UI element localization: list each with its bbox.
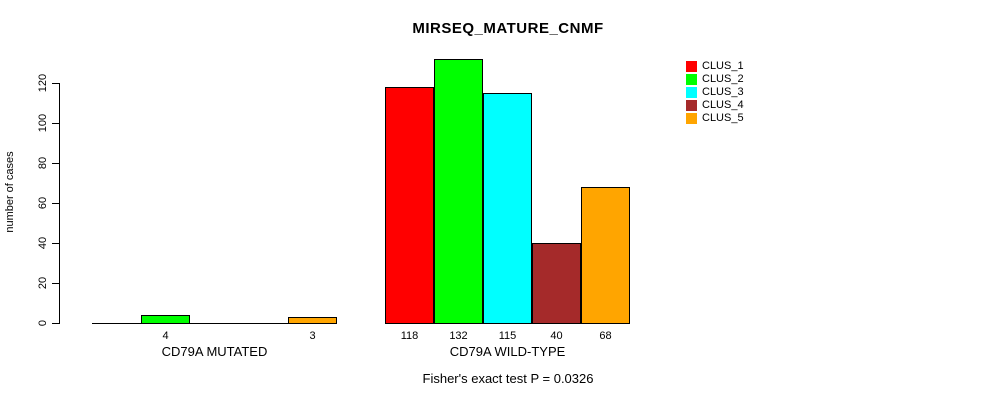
y-axis-tick [52,123,59,124]
y-axis-tick-label: 20 [37,276,49,290]
legend-label-clus_5: CLUS_5 [702,112,744,124]
y-axis-tick-label: 120 [37,73,49,93]
bar-value-label: 3 [309,330,316,342]
legend-swatch-clus_1 [686,61,697,72]
y-axis-tick-label: 80 [37,156,49,170]
y-axis-tick-label: 60 [37,196,49,210]
y-axis-tick [52,283,59,284]
bar-clus_5-group1 [288,317,337,324]
bar-value-label: 115 [498,330,517,342]
legend-entry-clus_5: CLUS_5 [686,112,744,125]
bar-clus_5-group2 [581,187,630,324]
legend-label-clus_1: CLUS_1 [702,60,744,72]
category-label-group1: CD79A MUTATED [161,344,268,359]
bar-clus_3-group2 [483,93,532,324]
bar-value-label: 132 [449,330,468,342]
legend-swatch-clus_5 [686,113,697,124]
category-label-group2: CD79A WILD-TYPE [449,344,566,359]
y-axis-tick [52,243,59,244]
legend-label-clus_3: CLUS_3 [702,86,744,98]
legend-entry-clus_1: CLUS_1 [686,60,744,73]
legend-label-clus_4: CLUS_4 [702,99,744,111]
bar-clus_2-group2 [434,59,483,324]
y-axis-tick-label: 40 [37,236,49,250]
bar-value-label: 68 [599,330,612,342]
y-axis-tick [52,203,59,204]
legend-swatch-clus_4 [686,100,697,111]
legend-entry-clus_2: CLUS_2 [686,73,744,86]
y-axis-tick [52,323,59,324]
legend-entry-clus_3: CLUS_3 [686,86,744,99]
y-axis-tick-label: 0 [37,319,49,327]
chart-title: MIRSEQ_MATURE_CNMF [412,20,604,37]
y-axis-tick [52,163,59,164]
legend-entry-clus_4: CLUS_4 [686,99,744,112]
y-axis-line [59,83,60,324]
group-baseline [92,323,337,324]
legend-label-clus_2: CLUS_2 [702,73,744,85]
bar-value-label: 40 [550,330,563,342]
bar-value-label: 118 [400,330,419,342]
y-axis-tick-label: 100 [37,113,49,133]
bar-clus_2-group1 [141,315,190,324]
bar-value-label: 4 [162,330,169,342]
bar-clus_1-group2 [385,87,434,324]
legend-swatch-clus_2 [686,74,697,85]
bar-clus_4-group2 [532,243,581,324]
footnote: Fisher's exact test P = 0.0326 [422,371,594,386]
legend: CLUS_1 CLUS_2 CLUS_3 CLUS_4 CLUS_5 [686,60,744,125]
legend-swatch-clus_3 [686,87,697,98]
y-axis-tick [52,83,59,84]
